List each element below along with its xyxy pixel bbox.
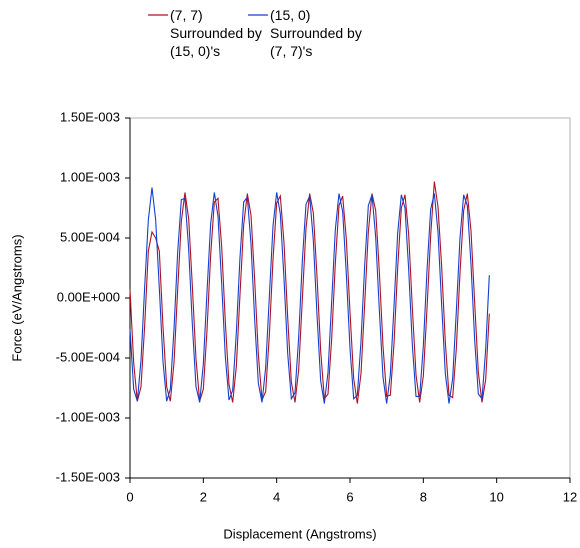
y-axis-label: Force (eV/Angstroms) — [9, 234, 24, 361]
x-axis-label: Displacement (Angstroms) — [223, 526, 376, 541]
y-tick-label: -5.00E-004 — [56, 349, 120, 364]
legend-label: (15, 0) Surrounded by (7, 7)'s — [270, 7, 362, 59]
x-tick-label: 4 — [273, 489, 280, 504]
x-tick-label: 12 — [563, 489, 577, 504]
plot-frame — [129, 117, 571, 479]
series-line — [129, 187, 490, 404]
x-tick-label: 2 — [200, 489, 207, 504]
y-tick-label: -1.00E-003 — [56, 409, 120, 424]
x-tick-label: 6 — [346, 489, 353, 504]
series-line — [129, 181, 490, 404]
y-tick-label: 1.50E-003 — [60, 109, 120, 124]
legend-label: (7, 7) Surrounded by (15, 0)'s — [170, 7, 262, 59]
y-tick-label: -1.50E-003 — [56, 469, 120, 484]
y-tick-label: 0.00E+000 — [57, 289, 120, 304]
x-tick-label: 10 — [489, 489, 503, 504]
y-tick-label: 5.00E-004 — [60, 229, 120, 244]
y-tick-label: 1.00E-003 — [60, 169, 120, 184]
x-tick-label: 8 — [420, 489, 427, 504]
x-tick-label: 0 — [126, 489, 133, 504]
